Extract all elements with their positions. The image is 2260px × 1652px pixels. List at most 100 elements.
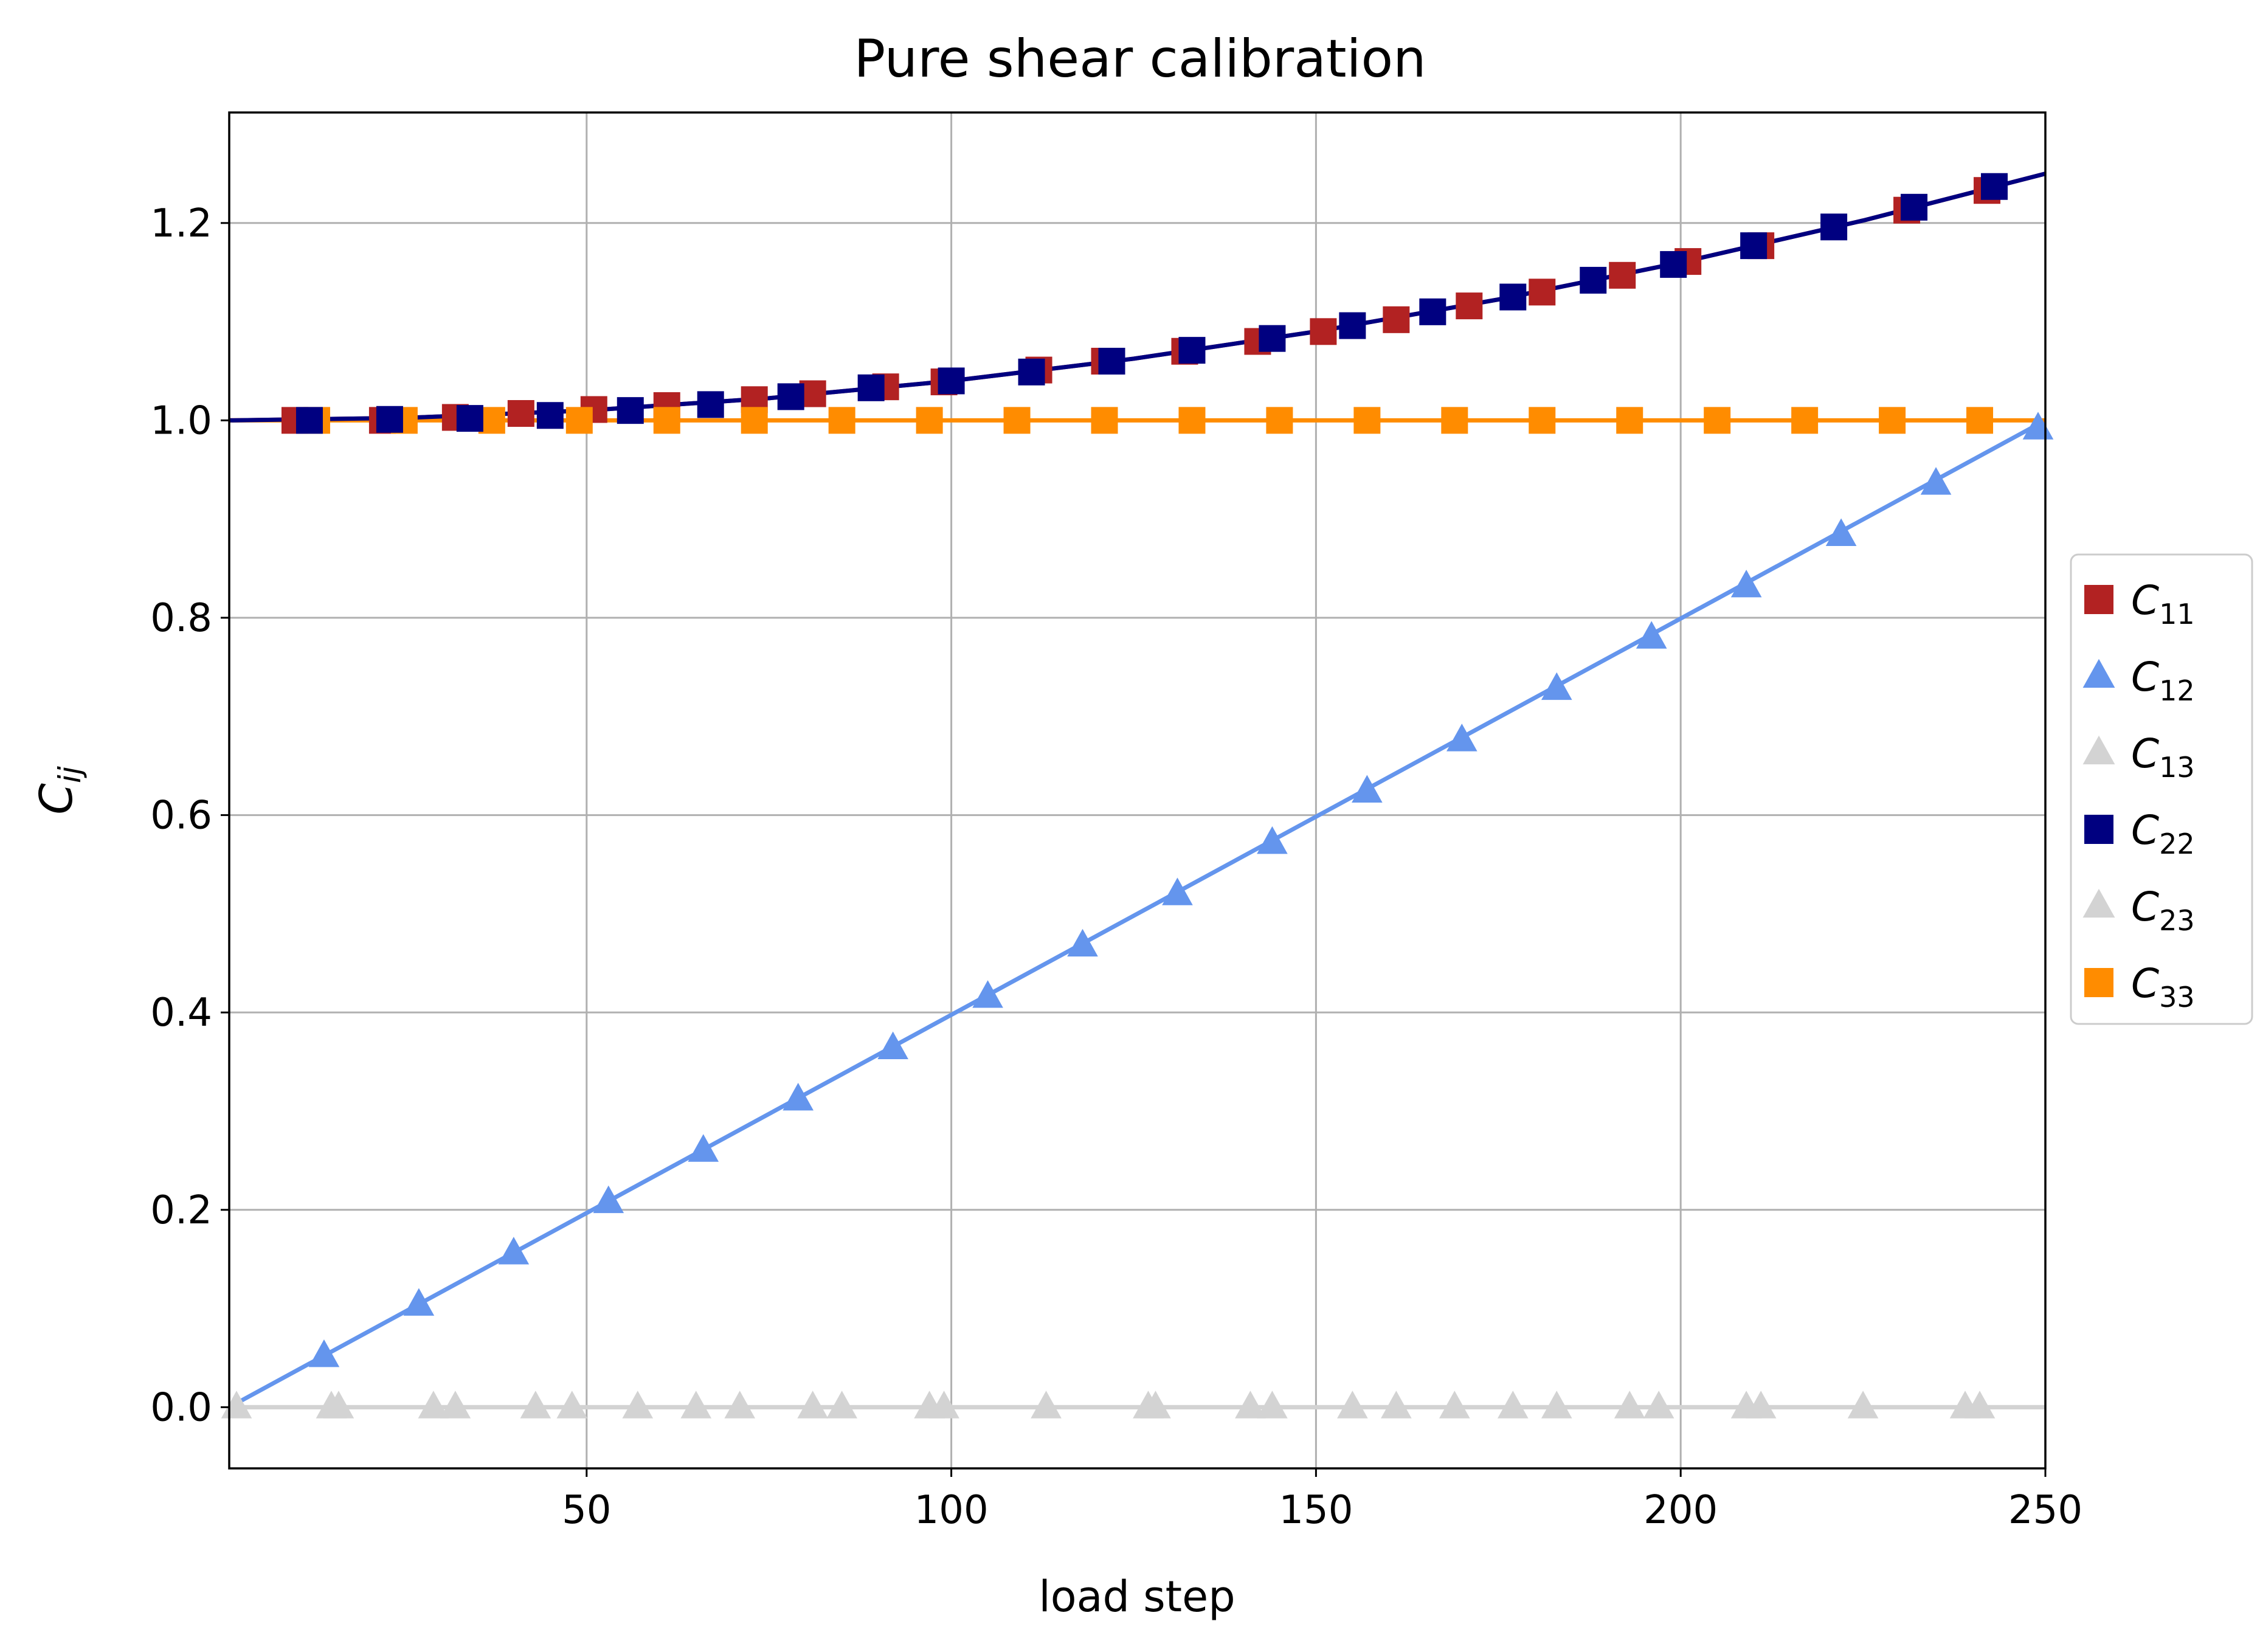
data-point bbox=[1529, 407, 1556, 434]
data-point bbox=[1730, 569, 1762, 598]
x-tick-label: 50 bbox=[562, 1488, 611, 1533]
data-point bbox=[1791, 407, 1819, 434]
legend-label-sub: 33 bbox=[2159, 981, 2195, 1014]
legend-label-sub: 11 bbox=[2159, 598, 2195, 631]
data-point bbox=[1067, 928, 1098, 957]
data-point bbox=[1730, 1391, 1762, 1419]
legend-label-sub: 22 bbox=[2159, 828, 2195, 860]
series-c12-markers bbox=[308, 412, 2054, 1367]
data-point bbox=[1964, 1391, 1996, 1419]
data-point bbox=[1609, 261, 1636, 289]
data-point bbox=[556, 1391, 588, 1419]
data-point bbox=[1879, 407, 1906, 434]
data-point bbox=[877, 1031, 908, 1059]
data-point bbox=[653, 407, 680, 434]
data-point bbox=[1419, 298, 1446, 325]
data-point bbox=[1031, 1391, 1062, 1419]
legend-swatch bbox=[2084, 585, 2113, 614]
data-point bbox=[1091, 407, 1118, 434]
legend-label: C33 bbox=[2131, 960, 2195, 1014]
data-point bbox=[914, 1391, 945, 1419]
data-point bbox=[1339, 312, 1366, 339]
data-point bbox=[1704, 407, 1731, 434]
data-point bbox=[1847, 1391, 1879, 1419]
data-point bbox=[1140, 1391, 1171, 1419]
data-point bbox=[797, 1391, 828, 1419]
legend-label-sub: 13 bbox=[2159, 751, 2195, 784]
y-axis-label-base: C bbox=[30, 783, 83, 815]
chart-title: Pure shear calibration bbox=[854, 29, 1426, 89]
data-point bbox=[1441, 407, 1468, 434]
data-point bbox=[857, 374, 885, 401]
legend-label: C12 bbox=[2131, 654, 2195, 707]
legend-label-sub: 23 bbox=[2159, 904, 2195, 937]
series-markers bbox=[221, 173, 2054, 1419]
data-point bbox=[1529, 278, 1556, 306]
data-point bbox=[1098, 347, 1125, 375]
legend-label-base: C bbox=[2131, 730, 2159, 777]
plot-frame bbox=[228, 111, 2047, 1470]
data-point bbox=[1446, 724, 1477, 752]
legend-label-base: C bbox=[2131, 883, 2159, 930]
legend-frame bbox=[2070, 553, 2253, 1025]
legend-item-c33: C33 bbox=[2084, 960, 2195, 1014]
x-tick-label: 150 bbox=[1279, 1488, 1353, 1533]
data-point bbox=[617, 397, 644, 424]
legend-item-c22: C22 bbox=[2084, 807, 2195, 860]
y-axis-label-sub: ij bbox=[52, 766, 88, 783]
y-tick-label: 0.8 bbox=[150, 596, 212, 641]
data-point bbox=[323, 1391, 354, 1419]
data-point bbox=[1541, 672, 1572, 700]
data-point bbox=[1981, 173, 2008, 200]
data-point bbox=[536, 402, 564, 429]
legend-item-c12: C12 bbox=[2082, 654, 2195, 707]
data-point bbox=[1018, 358, 1045, 385]
data-point bbox=[1235, 1391, 1266, 1419]
x-tick-label: 100 bbox=[914, 1488, 989, 1533]
data-point bbox=[1643, 1391, 1674, 1419]
data-point bbox=[1966, 407, 1994, 434]
data-point bbox=[1383, 306, 1410, 333]
data-point bbox=[1901, 193, 1928, 221]
data-point bbox=[520, 1391, 551, 1419]
data-point bbox=[498, 1237, 530, 1265]
data-point bbox=[440, 1391, 471, 1419]
data-point bbox=[1381, 1391, 1412, 1419]
data-point bbox=[1439, 1391, 1470, 1419]
data-point bbox=[1499, 283, 1527, 311]
data-point bbox=[1820, 213, 1848, 241]
data-point bbox=[376, 406, 403, 433]
y-axis-label: Cij bbox=[30, 766, 88, 815]
data-point bbox=[295, 407, 323, 434]
legend-label: C22 bbox=[2131, 807, 2195, 860]
data-point bbox=[1740, 232, 1768, 260]
y-tick-label: 1.0 bbox=[150, 398, 212, 443]
data-point bbox=[741, 407, 768, 434]
data-point bbox=[507, 400, 534, 427]
data-point bbox=[593, 1185, 624, 1214]
data-point bbox=[1580, 266, 1607, 294]
legend-label: C11 bbox=[2131, 577, 2195, 631]
data-point bbox=[1003, 407, 1031, 434]
y-tick-label: 0.4 bbox=[150, 990, 212, 1035]
data-point bbox=[1266, 407, 1293, 434]
data-point bbox=[826, 1391, 857, 1419]
data-point bbox=[828, 407, 855, 434]
data-point bbox=[777, 383, 804, 410]
legend-label-sub: 12 bbox=[2159, 674, 2195, 707]
x-tick-label: 200 bbox=[1643, 1488, 1718, 1533]
data-point bbox=[1310, 318, 1337, 345]
data-point bbox=[1162, 877, 1193, 905]
data-point bbox=[622, 1391, 654, 1419]
legend-label-base: C bbox=[2131, 577, 2159, 624]
data-point bbox=[938, 367, 965, 395]
x-axis-ticks: 50 100 150 200 250 bbox=[562, 1468, 2082, 1533]
data-point bbox=[1660, 251, 1687, 278]
data-point bbox=[1259, 325, 1286, 352]
data-point bbox=[1497, 1391, 1529, 1419]
legend-label-base: C bbox=[2131, 807, 2159, 854]
legend-swatch bbox=[2082, 658, 2115, 688]
